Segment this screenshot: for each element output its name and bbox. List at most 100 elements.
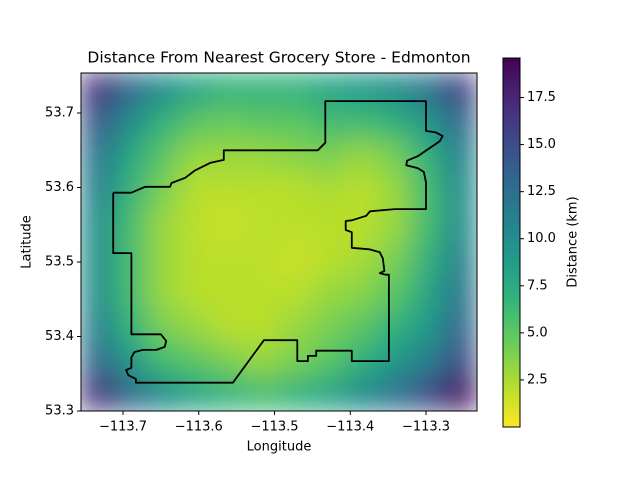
heat-cell: [81, 173, 115, 209]
heat-cell: [212, 376, 247, 411]
heat-cell: [377, 173, 412, 209]
heat-cell: [212, 241, 247, 277]
heat-cell: [311, 208, 346, 243]
heat-cell: [311, 173, 346, 209]
heat-cell: [146, 173, 181, 209]
heat-cell: [277, 140, 312, 176]
heat-cell: [343, 140, 378, 176]
heat-cell: [311, 73, 346, 108]
colorbar-tick-label: 15.0: [527, 137, 556, 152]
heat-cell: [81, 342, 115, 378]
heat-cell: [277, 73, 312, 108]
heat-cell: [245, 342, 280, 378]
heat-cell: [410, 342, 445, 378]
heat-cell: [311, 241, 346, 277]
colorbar-frame: [502, 57, 521, 428]
heat-cell: [443, 309, 477, 345]
heat-cell: [311, 275, 346, 310]
heat-cell: [212, 309, 247, 345]
heat-cell: [443, 106, 477, 142]
heat-cell: [179, 173, 214, 209]
heat-cell: [212, 173, 247, 209]
heat-cell: [443, 241, 477, 277]
heat-cell: [81, 275, 115, 310]
heat-cell: [277, 309, 312, 345]
heat-cell: [443, 376, 477, 411]
heat-cell: [410, 309, 445, 345]
heat-cell: [245, 106, 280, 142]
heat-cell: [81, 140, 115, 176]
heat-cell: [113, 173, 148, 209]
heat-cell: [410, 241, 445, 277]
heat-cell: [377, 208, 412, 243]
colorbar-tick-label: 17.5: [527, 90, 556, 105]
heat-cell: [410, 208, 445, 243]
colorbar-tick-label: 7.5: [527, 278, 548, 293]
heat-cell: [81, 376, 115, 411]
heat-cell: [343, 376, 378, 411]
heat-cell: [410, 73, 445, 108]
heat-cell: [245, 173, 280, 209]
heat-cell: [377, 73, 412, 108]
heat-cell: [179, 73, 214, 108]
heat-cell: [410, 275, 445, 310]
heat-cell: [377, 275, 412, 310]
overlay: [112, 100, 444, 384]
heat-cell: [311, 342, 346, 378]
heat-cell: [311, 309, 346, 345]
colorbar-tick-label: 12.5: [527, 184, 556, 199]
heat-cell: [343, 73, 378, 108]
heatmap-cells: [81, 73, 477, 411]
heat-cell: [245, 309, 280, 345]
heat-cell: [277, 275, 312, 310]
y-tick-label: 53.6: [45, 180, 74, 195]
colorbar-tick-label: 2.5: [527, 372, 548, 387]
heat-cell: [146, 275, 181, 310]
heat-cell: [443, 173, 477, 209]
heat-cell: [245, 140, 280, 176]
heat-cell: [146, 73, 181, 108]
y-tick-label: 53.5: [45, 255, 74, 270]
heat-cell: [277, 376, 312, 411]
heat-cell: [212, 73, 247, 108]
heat-cell: [212, 106, 247, 142]
heat-cell: [277, 208, 312, 243]
x-tick-label: −113.7: [99, 420, 147, 435]
colorbar-label: Distance (km): [566, 196, 581, 287]
x-tick-label: −113.5: [250, 420, 298, 435]
heat-cell: [245, 208, 280, 243]
heat-cell: [113, 106, 148, 142]
heat-cell: [410, 173, 445, 209]
heat-cell: [277, 241, 312, 277]
heat-cell: [179, 106, 214, 142]
heat-cell: [245, 73, 280, 108]
heat-cell: [343, 309, 378, 345]
heat-cell: [343, 208, 378, 243]
heat-cell: [377, 106, 412, 142]
heat-cell: [81, 241, 115, 277]
heat-cell: [81, 208, 115, 243]
x-tick-label: −113.3: [402, 420, 450, 435]
heat-cell: [146, 376, 181, 411]
heat-cell: [146, 140, 181, 176]
heat-cell: [277, 106, 312, 142]
x-tick-label: −113.4: [326, 420, 374, 435]
city-boundary: [112, 100, 444, 384]
heat-cell: [311, 106, 346, 142]
heat-cell: [81, 309, 115, 345]
heat-cell: [343, 106, 378, 142]
heat-cell: [179, 241, 214, 277]
heat-cell: [410, 106, 445, 142]
chart-title: Distance From Nearest Grocery Store - Ed…: [87, 49, 470, 67]
y-tick-label: 53.4: [45, 329, 74, 344]
colorbar-tick-label: 10.0: [527, 231, 556, 246]
heat-cell: [179, 309, 214, 345]
heat-cell: [443, 140, 477, 176]
plot-frame: [80, 72, 478, 412]
y-tick-label: 53.7: [45, 106, 74, 121]
heat-cell: [377, 309, 412, 345]
heat-cell: [443, 73, 477, 108]
heat-cell: [343, 173, 378, 209]
heat-cell: [311, 140, 346, 176]
